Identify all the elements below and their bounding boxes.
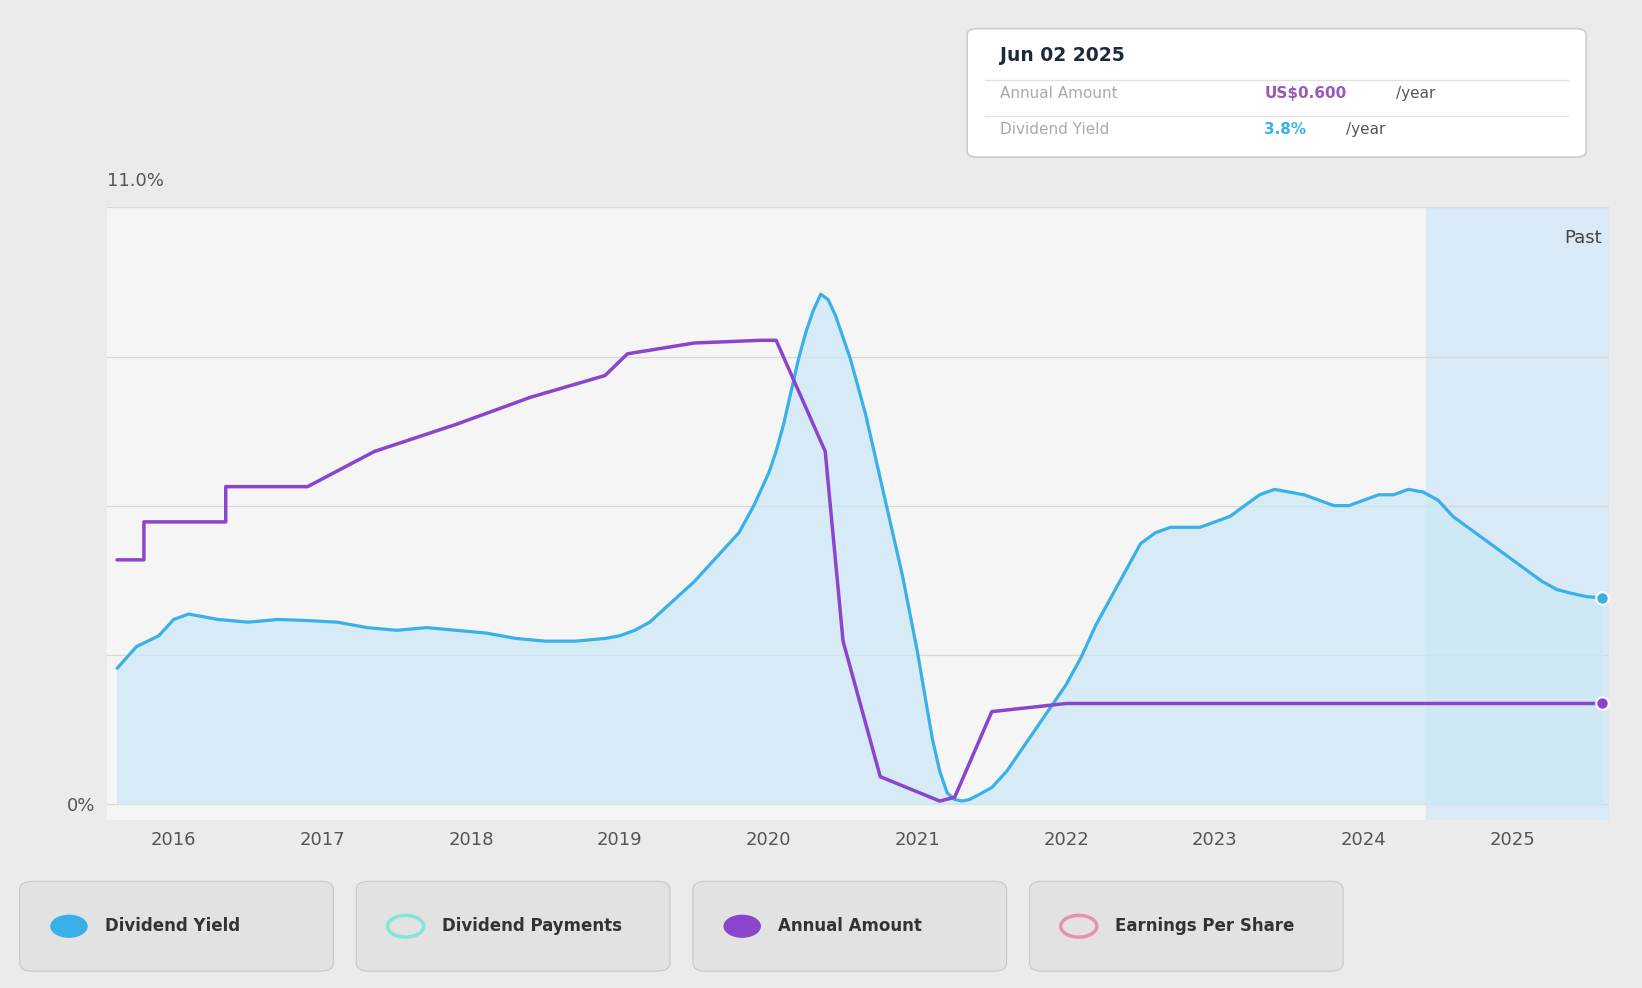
Text: Annual Amount: Annual Amount (778, 917, 923, 936)
Text: Earnings Per Share: Earnings Per Share (1115, 917, 1294, 936)
Text: Jun 02 2025: Jun 02 2025 (1000, 46, 1125, 65)
Text: Dividend Yield: Dividend Yield (105, 917, 240, 936)
Text: /year: /year (1396, 86, 1435, 101)
Text: 3.8%: 3.8% (1264, 122, 1307, 136)
Text: 11.0%: 11.0% (107, 172, 164, 190)
Text: Annual Amount: Annual Amount (1000, 86, 1118, 101)
Text: Dividend Payments: Dividend Payments (442, 917, 622, 936)
Text: /year: /year (1346, 122, 1386, 136)
Text: Past: Past (1565, 229, 1601, 247)
Bar (1427, 207, 1609, 820)
Text: Dividend Yield: Dividend Yield (1000, 122, 1110, 136)
Text: US$0.600: US$0.600 (1264, 86, 1346, 101)
